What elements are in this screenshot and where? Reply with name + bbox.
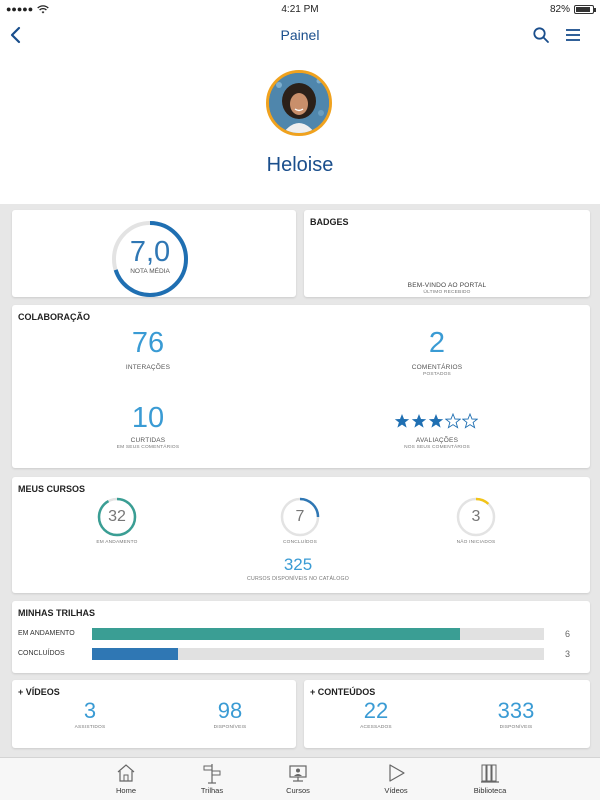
em-andamento-value: 32 [108, 508, 126, 525]
trilha-concluidos-bar [92, 648, 544, 660]
meus-cursos-title: MEUS CURSOS [18, 484, 86, 494]
tab-cursos[interactable]: Cursos [263, 762, 333, 795]
nota-card[interactable]: 7,0 NOTA MÉDIA [12, 210, 296, 297]
tab-home[interactable]: Home [91, 762, 161, 795]
trail-sign-icon [203, 764, 221, 784]
profile-name: Heloise [266, 154, 334, 176]
videos-assistidos-label: ASSISTIDOS [74, 725, 106, 730]
battery-percent: 82% [549, 4, 570, 15]
trilha-em-andamento-label: EM ANDAMENTO [18, 630, 75, 637]
tab-home-label: Home [115, 786, 136, 795]
videos-disponiveis-value: 98 [217, 698, 243, 723]
star-empty-icon [462, 413, 478, 429]
cursos-disponiveis-value: 325 [283, 555, 313, 574]
interacoes-label: INTERAÇÕES [125, 364, 171, 371]
trilha-concluidos-label: CONCLUÍDOS [18, 650, 65, 657]
trilha-em-andamento-bar [92, 628, 544, 640]
status-time: 4:21 PM [281, 4, 319, 15]
comentarios-label: COMENTÁRIOS [411, 364, 463, 371]
nota-ring-progress [112, 221, 188, 297]
tab-biblioteca-label: Biblioteca [473, 786, 507, 795]
battery-icon [574, 5, 596, 14]
em-andamento-label: EM ANDAMENTO [96, 540, 138, 545]
nota-value: 7,0 [129, 236, 171, 268]
conteudos-disponiveis-value: 333 [497, 698, 535, 723]
nav-bar: Painel [0, 20, 600, 50]
avaliacoes-sub: NOS SEUS COMENTÁRIOS [404, 445, 470, 450]
page-title: Painel [280, 27, 320, 43]
avatar[interactable] [266, 70, 332, 136]
conteudos-card[interactable]: + CONTEÚDOS 22 ACESSADOS 333 DISPONÍVEIS [304, 680, 590, 748]
meus-cursos-card: MEUS CURSOS 32 EM ANDAMENTO 7 CONCLUÍDOS… [12, 477, 590, 593]
hamburger-menu-icon [566, 29, 580, 41]
signal-wifi: ●●●●● [6, 4, 49, 14]
play-icon [389, 764, 405, 782]
search-icon [533, 27, 549, 43]
videos-assistidos-value: 3 [83, 698, 97, 723]
minhas-trilhas-card: MINHAS TRILHAS EM ANDAMENTO 6 CONCLUÍDOS… [12, 601, 590, 673]
badges-title: BADGES [310, 217, 349, 227]
star-filled-icon [411, 414, 427, 428]
badge-sub: ÚLTIMO RECEBIDO [423, 290, 471, 295]
home-icon [117, 764, 135, 782]
nota-label: NOTA MÉDIA [130, 268, 170, 275]
avaliacoes-label: AVALIAÇÕES [415, 437, 459, 444]
conteudos-disponiveis-label: DISPONÍVEIS [499, 725, 533, 730]
conteudos-acessados-value: 22 [363, 698, 389, 723]
trilha-em-andamento-fill [92, 628, 461, 640]
trilha-concluidos-count: 3 [564, 649, 570, 659]
tab-biblioteca[interactable]: Biblioteca [455, 762, 525, 795]
nao-iniciados-value: 3 [471, 508, 481, 525]
course-monitor-icon [289, 765, 307, 782]
conteudos-title: + CONTEÚDOS [310, 687, 376, 697]
signal-icon: ●●●●● [6, 4, 34, 14]
tab-bar: Home Trilhas Cursos Vídeos [0, 757, 600, 800]
curtidas-value: 10 [131, 402, 165, 434]
rating-stars [394, 413, 480, 429]
colaboracao-title: COLABORAÇÃO [18, 312, 90, 322]
comentarios-sub: POSTADOS [423, 372, 451, 377]
curtidas-sub: EM SEUS COMENTÁRIOS [116, 445, 180, 450]
star-empty-icon [445, 413, 461, 429]
library-books-icon [481, 764, 499, 783]
videos-card[interactable]: + VÍDEOS 3 ASSISTIDOS 98 DISPONÍVEIS [12, 680, 296, 748]
profile-header: Heloise [0, 50, 600, 204]
concluidos-label: CONCLUÍDOS [283, 540, 317, 545]
trilha-concluidos-fill [92, 648, 178, 660]
tab-videos-label: Vídeos [384, 786, 408, 795]
status-bar: ●●●●● 4:21 PM 82% [0, 0, 600, 20]
menu-button[interactable] [564, 26, 582, 44]
colaboracao-card: COLABORAÇÃO 76 INTERAÇÕES 2 COMENTÁRIOS … [12, 305, 590, 468]
star-filled-icon [394, 414, 410, 428]
videos-disponiveis-label: DISPONÍVEIS [213, 725, 247, 730]
em-andamento-ring [97, 497, 137, 537]
star-filled-icon [428, 414, 444, 428]
concluidos-ring [280, 497, 320, 537]
tab-videos[interactable]: Vídeos [361, 762, 431, 795]
concluidos-value: 7 [295, 508, 305, 525]
interacoes-value: 76 [131, 327, 165, 359]
tab-cursos-label: Cursos [286, 786, 310, 795]
minhas-trilhas-title: MINHAS TRILHAS [18, 608, 95, 618]
nota-ring-chart [112, 221, 188, 297]
comentarios-value: 2 [428, 327, 446, 359]
nao-iniciados-label: NÃO INICIADOS [456, 540, 496, 545]
tab-trilhas[interactable]: Trilhas [177, 762, 247, 795]
chevron-left-icon [10, 26, 21, 44]
back-button[interactable] [6, 24, 28, 46]
avatar-image [269, 73, 329, 133]
nao-iniciados-ring [456, 497, 496, 537]
badges-card[interactable]: BADGES BEM-VINDO AO PORTAL ÚLTIMO RECEBI… [304, 210, 590, 297]
tab-trilhas-label: Trilhas [200, 786, 224, 795]
wifi-icon [37, 4, 49, 13]
videos-title: + VÍDEOS [18, 687, 60, 697]
badge-name: BEM-VINDO AO PORTAL [407, 282, 487, 289]
search-button[interactable] [532, 26, 550, 44]
cursos-disponiveis-label: CURSOS DISPONÍVEIS NO CATÁLOGO [247, 576, 349, 582]
curtidas-label: CURTIDAS [130, 437, 166, 444]
trilha-em-andamento-count: 6 [564, 629, 570, 639]
conteudos-acessados-label: ACESSADOS [360, 725, 392, 730]
